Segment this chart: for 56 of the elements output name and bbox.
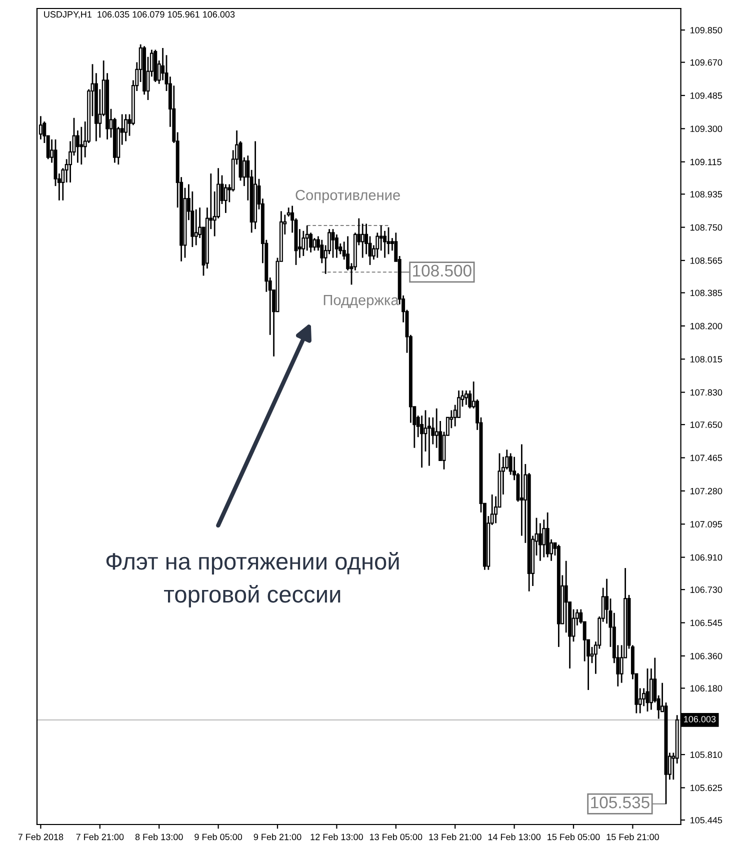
y-tick-label: 106.910 bbox=[690, 554, 722, 561]
y-tick-label: 105.625 bbox=[690, 784, 722, 792]
y-tick-label: 109.485 bbox=[690, 92, 722, 99]
y-tick-label: 107.465 bbox=[690, 454, 722, 462]
y-tick-label: 108.750 bbox=[690, 224, 722, 231]
x-tick-label: 9 Feb 21:00 bbox=[254, 834, 302, 840]
y-tick-label: 107.830 bbox=[690, 389, 722, 396]
candlestick bbox=[194, 208, 198, 246]
candlestick bbox=[76, 130, 80, 164]
ref-line-label: 106.003 bbox=[684, 716, 716, 722]
candlestick bbox=[646, 668, 650, 712]
y-tick-label: 107.280 bbox=[690, 488, 722, 494]
y-tick-label: 108.200 bbox=[690, 322, 722, 330]
candlestick bbox=[224, 184, 228, 214]
y-tick-label: 108.935 bbox=[690, 191, 722, 198]
candlestick bbox=[564, 560, 568, 634]
series-label: Сопротивление bbox=[296, 190, 400, 204]
y-tick-label: 109.850 bbox=[690, 26, 722, 34]
candlestick bbox=[464, 390, 468, 406]
x-tick-label: 15 Feb 21:00 bbox=[606, 834, 659, 840]
y-tick-label: 106.730 bbox=[690, 586, 722, 593]
x-tick-label: 13 Feb 05:00 bbox=[370, 834, 422, 840]
annotation: Флэт на протяжении одной торговой сессии bbox=[106, 552, 399, 608]
candlestick bbox=[520, 444, 524, 536]
x-tick-label: 8 Feb 13:00 bbox=[135, 834, 183, 840]
y-tick-label: 108.565 bbox=[690, 257, 722, 264]
candlestick bbox=[379, 224, 383, 252]
candlestick bbox=[331, 228, 335, 258]
y-tick-label: 106.180 bbox=[690, 685, 722, 692]
y-tick-label: 108.385 bbox=[690, 290, 722, 296]
y-tick-label: 105.445 bbox=[690, 816, 722, 824]
y-tick-label: 107.650 bbox=[690, 422, 722, 428]
candlestick bbox=[386, 226, 390, 255]
x-tick-label: 7 Feb 2018 bbox=[18, 834, 64, 840]
y-tick-label: 106.545 bbox=[690, 620, 722, 626]
x-tick-label: 12 Feb 13:00 bbox=[310, 834, 363, 840]
x-tick-label: 15 Feb 05:00 bbox=[548, 834, 600, 840]
y-tick-label: 109.300 bbox=[690, 126, 722, 132]
y-tick-label: 109.670 bbox=[690, 59, 722, 66]
series-label: Поддержка bbox=[324, 295, 399, 308]
x-tick-label: 13 Feb 21:00 bbox=[429, 834, 482, 840]
x-tick-label: 14 Feb 13:00 bbox=[488, 834, 541, 840]
y-tick-label: 106.360 bbox=[690, 652, 722, 660]
annotation: 108.500 bbox=[413, 264, 472, 277]
chart-title: USDJPY,H1 106.035 106.079 105.961 106.003 bbox=[44, 11, 235, 19]
candlestick bbox=[124, 114, 128, 142]
annotation: 105.535 bbox=[591, 796, 650, 808]
y-tick-label: 107.095 bbox=[690, 521, 722, 528]
candlestick bbox=[80, 126, 84, 166]
y-tick-label: 105.810 bbox=[690, 752, 722, 758]
candlestick bbox=[542, 518, 546, 558]
y-tick-label: 108.015 bbox=[690, 356, 722, 362]
x-tick-label: 9 Feb 05:00 bbox=[194, 834, 242, 840]
y-tick-label: 109.115 bbox=[690, 158, 722, 166]
candlestick bbox=[360, 223, 364, 258]
x-tick-label: 7 Feb 21:00 bbox=[76, 834, 124, 840]
